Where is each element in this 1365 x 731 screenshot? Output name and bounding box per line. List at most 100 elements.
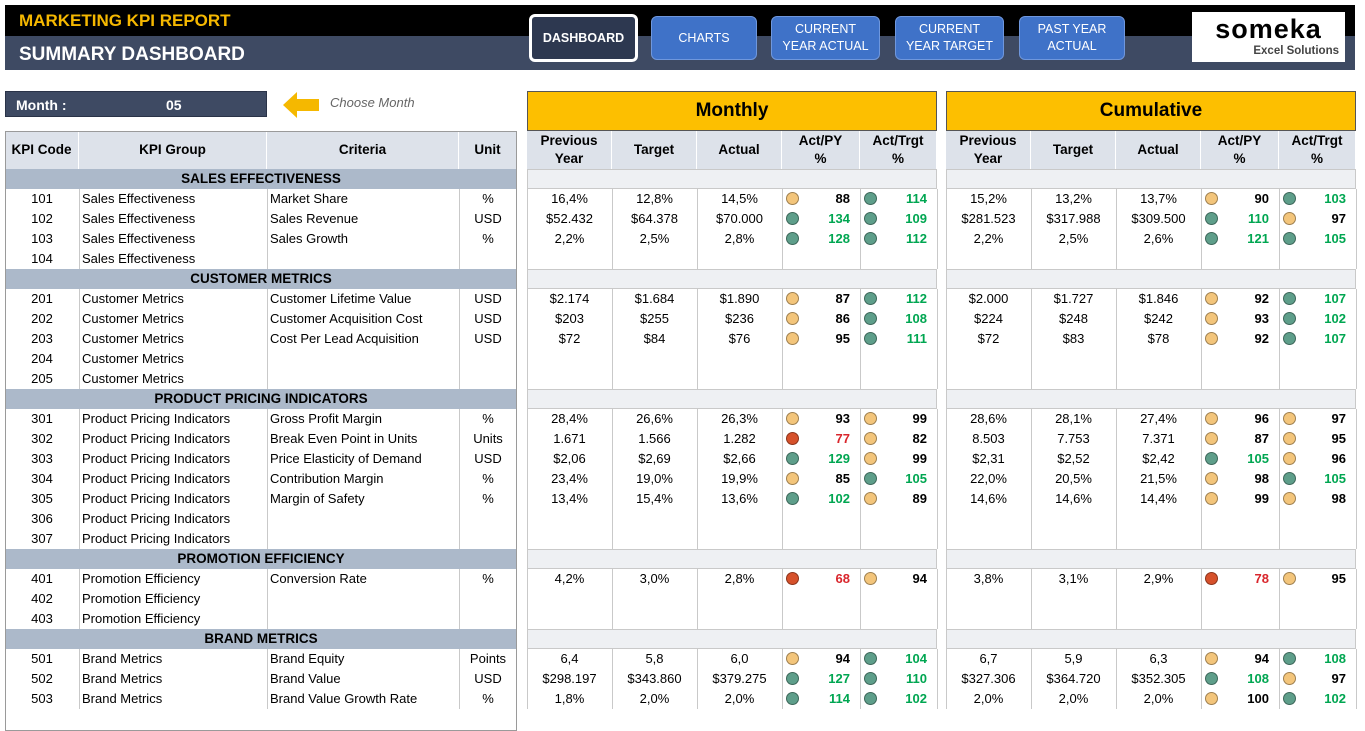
cell-border — [1116, 589, 1117, 609]
cell-border — [267, 309, 268, 329]
status-dot — [864, 332, 877, 346]
cell-border — [267, 689, 268, 709]
cell-border — [1356, 309, 1357, 329]
cell-border — [782, 189, 783, 209]
cell-border — [527, 189, 528, 209]
ratio-cell: 89 — [860, 489, 937, 509]
cell-border — [1356, 609, 1357, 629]
status-dot — [1283, 192, 1296, 206]
section-spacer — [527, 269, 937, 289]
cell-border — [946, 609, 947, 629]
cell-border — [860, 469, 861, 489]
cell-border — [79, 189, 80, 209]
cell-border — [1116, 689, 1117, 709]
cell-border — [860, 429, 861, 449]
kpi-value: 3,1% — [1058, 571, 1089, 586]
ratio-value: 110 — [906, 671, 927, 686]
cell-border — [1201, 609, 1202, 629]
kpi-group: Product Pricing Indicators — [82, 511, 231, 526]
cell-border — [1279, 309, 1280, 329]
cell-border — [860, 649, 861, 669]
nav-button[interactable]: PAST YEAR ACTUAL — [1019, 16, 1125, 60]
cell-border — [612, 509, 613, 529]
kpi-value: $72 — [558, 331, 581, 346]
kpi-value: $76 — [728, 331, 751, 346]
cell-border — [527, 209, 528, 229]
cell-border — [946, 469, 947, 489]
cell-border — [459, 569, 460, 589]
cell-border — [860, 689, 861, 709]
kpi-value: $70.000 — [716, 211, 763, 226]
cell-border — [612, 229, 613, 249]
column-header: Act/Trgt % — [1279, 131, 1356, 169]
kpi-value: 5,9 — [1064, 651, 1083, 666]
ratio-cell: 82 — [860, 429, 937, 449]
cell-border — [1116, 509, 1117, 529]
nav-button[interactable]: DASHBOARD — [529, 14, 638, 62]
cell-border — [860, 609, 861, 629]
ratio-value: 98 — [1254, 471, 1269, 486]
section-spacer — [946, 549, 1356, 569]
cell-border — [946, 429, 947, 449]
ratio-value: 86 — [835, 311, 850, 326]
kpi-unit: % — [482, 491, 494, 506]
kpi-value: $236 — [725, 311, 754, 326]
cell-border — [937, 429, 938, 449]
cell-border — [79, 489, 80, 509]
cell-border — [459, 609, 460, 629]
ratio-value: 109 — [905, 211, 927, 226]
section-spacer — [946, 629, 1356, 649]
ratio-cell: 110 — [860, 669, 937, 689]
nav-button[interactable]: CURRENT YEAR ACTUAL — [771, 16, 880, 60]
cell-border — [459, 209, 460, 229]
cell-border — [782, 429, 783, 449]
cell-border — [1356, 349, 1357, 369]
cell-border — [697, 429, 698, 449]
cell-border — [1279, 529, 1280, 549]
cell-border — [1279, 449, 1280, 469]
ratio-cell: 98 — [1201, 469, 1279, 489]
ratio-value: 92 — [1254, 291, 1269, 306]
cell-border — [946, 409, 947, 429]
cell-border — [697, 229, 698, 249]
kpi-value: 15,4% — [636, 491, 673, 506]
ratio-cell: 107 — [1279, 289, 1356, 309]
ratio-cell: 92 — [1201, 289, 1279, 309]
logo-tagline: Excel Solutions — [1253, 45, 1339, 57]
kpi-criteria: Cost Per Lead Acquisition — [270, 331, 419, 346]
cell-border — [1116, 469, 1117, 489]
cell-border — [1279, 349, 1280, 369]
cell-border — [1356, 209, 1357, 229]
ratio-cell: 100 — [1201, 689, 1279, 709]
cell-border — [860, 589, 861, 609]
cell-border — [860, 669, 861, 689]
cell-border — [1201, 329, 1202, 349]
cell-border — [937, 669, 938, 689]
cell-border — [1279, 429, 1280, 449]
kpi-criteria: Brand Value — [270, 671, 341, 686]
month-value[interactable]: 05 — [166, 97, 182, 113]
cell-border — [1116, 249, 1117, 269]
nav-button[interactable]: CURRENT YEAR TARGET — [895, 16, 1004, 60]
kpi-group: Product Pricing Indicators — [82, 451, 231, 466]
cell-border — [1279, 509, 1280, 529]
nav-button[interactable]: CHARTS — [651, 16, 757, 60]
month-selector[interactable]: Month : 05 — [5, 91, 267, 117]
cell-border — [1031, 289, 1032, 309]
kpi-value: $379.275 — [712, 671, 767, 686]
kpi-group: Product Pricing Indicators — [82, 491, 231, 506]
cell-border — [946, 349, 947, 369]
cell-border — [1279, 409, 1280, 429]
cell-border — [697, 189, 698, 209]
cell-border — [782, 349, 783, 369]
status-dot — [864, 572, 877, 586]
cell-border — [1279, 609, 1280, 629]
cell-border — [612, 589, 613, 609]
status-dot — [1283, 572, 1296, 586]
cell-border — [937, 569, 938, 589]
cell-border — [860, 189, 861, 209]
kpi-unit: USD — [474, 211, 502, 226]
kpi-value: 2,0% — [639, 691, 670, 706]
kpi-code: 303 — [31, 451, 53, 466]
cell-border — [459, 589, 460, 609]
